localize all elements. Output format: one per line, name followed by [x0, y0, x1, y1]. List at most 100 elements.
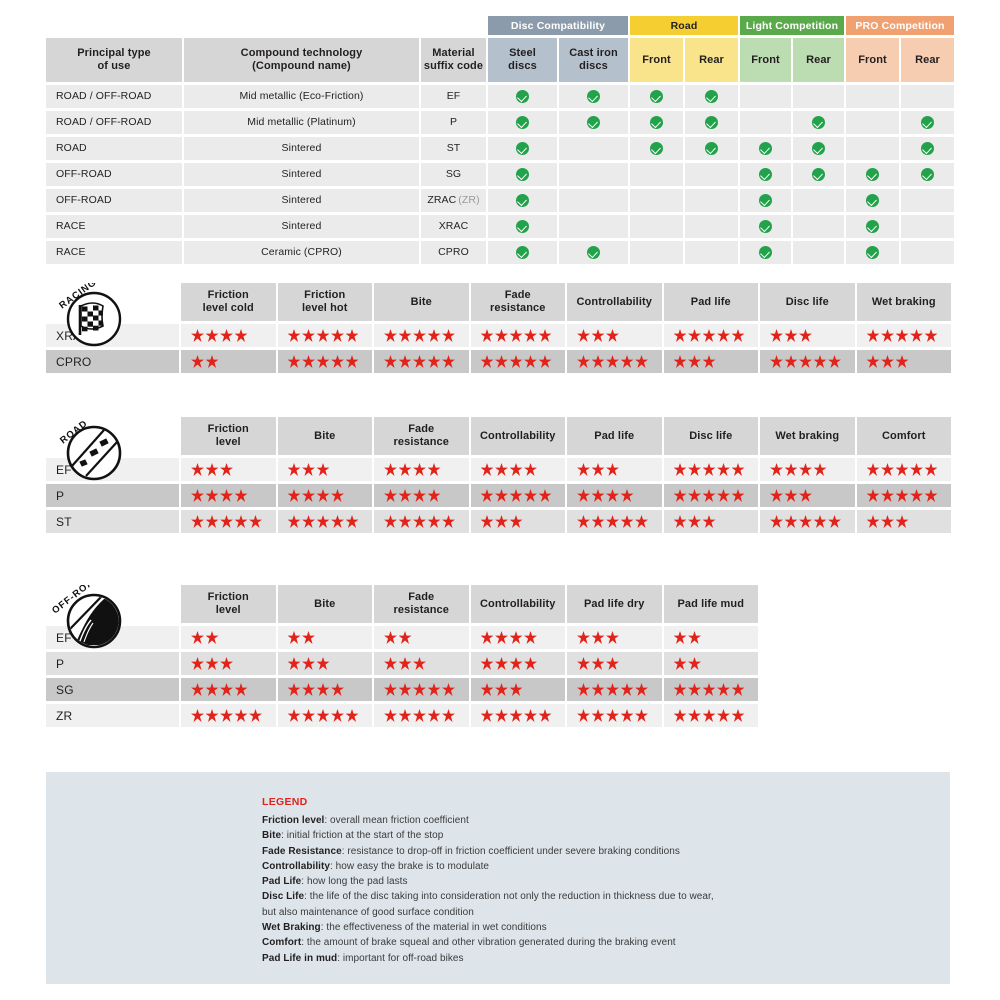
star-icon [606, 329, 619, 342]
cell-pro-rear [901, 111, 954, 134]
cell-rating [374, 626, 469, 649]
group-header-pro-competition: PRO Competition [846, 16, 954, 35]
star-icon [384, 631, 397, 644]
star-rating [480, 355, 552, 368]
table-row: ST [46, 510, 951, 533]
star-icon [591, 463, 605, 476]
star-icon [234, 489, 248, 502]
col-header-pro-front: Front [846, 38, 899, 82]
cell-road-front [630, 111, 683, 134]
offroad-icon: OFF-ROAD [46, 585, 142, 651]
cell-rating [374, 484, 469, 507]
cell-compound-technology: Ceramic (CPRO) [184, 241, 419, 264]
col-header-friction-level: Friction level [181, 417, 276, 455]
legend-entry: Friction level: overall mean friction co… [262, 815, 469, 826]
cell-light-rear [793, 137, 844, 160]
star-rating [384, 489, 441, 502]
star-icon [480, 631, 494, 644]
cell-rating [470, 510, 565, 533]
cell-cast-iron-discs [559, 215, 628, 238]
star-icon [191, 489, 204, 502]
cell-road-front [630, 137, 683, 160]
star-rating [673, 515, 716, 528]
star-icon [924, 489, 938, 502]
star-rating [866, 489, 938, 502]
star-icon [784, 463, 798, 476]
star-icon [191, 355, 204, 368]
star-icon [799, 329, 812, 342]
star-icon [717, 489, 730, 502]
star-icon [524, 329, 537, 342]
star-icon [799, 463, 812, 476]
star-icon [524, 355, 537, 368]
star-icon [442, 329, 455, 342]
star-icon [413, 463, 426, 476]
star-icon [784, 329, 798, 342]
cell-rating [374, 458, 469, 481]
check-icon [516, 142, 529, 155]
check-icon [650, 90, 663, 103]
check-icon [866, 168, 879, 181]
star-icon [635, 683, 648, 696]
star-icon [895, 355, 909, 368]
cell-rating [470, 678, 565, 701]
col-header-bite: Bite [277, 585, 372, 623]
star-icon [702, 489, 716, 502]
star-rating [480, 329, 552, 342]
cell-rating [760, 484, 855, 507]
star-rating [287, 709, 359, 722]
star-rating [577, 683, 648, 696]
col-header-line2: of use [97, 60, 131, 72]
cell-road-rear [685, 111, 738, 134]
star-icon [495, 709, 508, 722]
star-icon [799, 489, 812, 502]
star-icon [673, 355, 687, 368]
star-rating [480, 489, 552, 502]
col-header-controllability: Controllability [470, 585, 565, 623]
cell-rating [181, 704, 276, 727]
star-icon [413, 515, 426, 528]
star-rating [191, 657, 233, 670]
cell-rating [470, 350, 565, 373]
road-badge: ROAD [46, 417, 179, 481]
cell-rating [181, 652, 276, 675]
star-icon [384, 489, 397, 502]
star-icon [205, 489, 219, 502]
star-icon [384, 709, 397, 722]
star-icon [220, 329, 233, 342]
star-icon [205, 329, 219, 342]
racing-badge: RACING [46, 283, 179, 347]
star-icon [398, 489, 412, 502]
cell-pro-rear [901, 163, 954, 186]
star-icon [427, 683, 441, 696]
cell-pro-front [846, 241, 899, 264]
star-icon [495, 657, 508, 670]
star-icon [635, 709, 648, 722]
cell-rating [277, 652, 372, 675]
star-icon [220, 463, 233, 476]
cell-rating [181, 484, 276, 507]
cell-rating [663, 652, 758, 675]
col-header-pad-life-dry: Pad life dry [567, 585, 662, 623]
cell-road-front [630, 215, 683, 238]
check-icon [516, 194, 529, 207]
star-icon [577, 355, 590, 368]
star-icon [427, 355, 441, 368]
star-icon [784, 489, 798, 502]
star-icon [606, 355, 619, 368]
star-icon [413, 709, 426, 722]
cell-cast-iron-discs [559, 189, 628, 212]
cell-light-rear [793, 163, 844, 186]
star-icon [524, 657, 537, 670]
check-icon [587, 90, 600, 103]
star-icon [591, 631, 605, 644]
star-icon [881, 355, 894, 368]
table-row: EF [46, 458, 951, 481]
cell-pro-front [846, 189, 899, 212]
col-header-wet-braking: Wet braking [856, 283, 951, 321]
star-icon [688, 709, 701, 722]
cell-rating [663, 458, 758, 481]
star-rating [480, 631, 537, 644]
star-icon [384, 515, 397, 528]
star-icon [606, 657, 619, 670]
